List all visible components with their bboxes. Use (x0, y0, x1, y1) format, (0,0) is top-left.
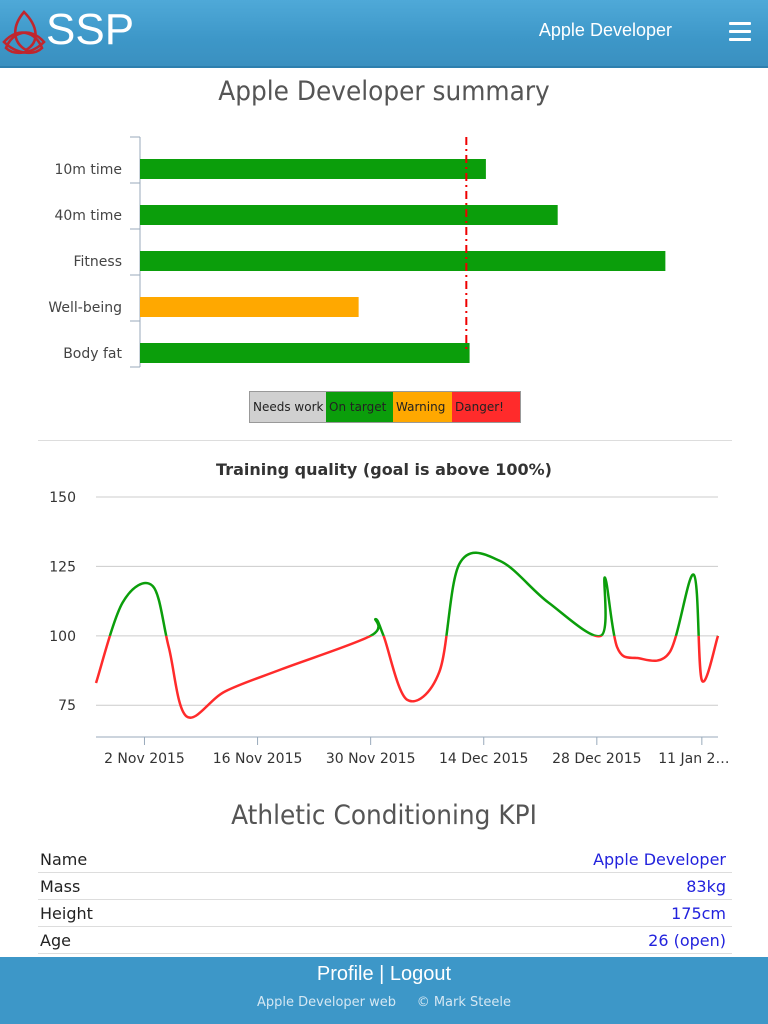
footer-separator: | (379, 963, 385, 985)
x-tick-label: 30 Nov 2015 (326, 751, 416, 767)
app-header: SSP Apple Developer (0, 0, 768, 68)
logout-link[interactable]: Logout (389, 963, 452, 985)
bar-body-fat[interactable] (140, 343, 470, 363)
bar-fitness[interactable] (140, 251, 666, 271)
bar-category-label: Body fat (63, 346, 122, 362)
hamburger-icon[interactable] (729, 22, 751, 42)
x-tick-label: 28 Dec 2015 (552, 751, 641, 767)
quality-line-above-goal (108, 551, 718, 636)
bar-10m-time[interactable] (140, 159, 486, 179)
training-quality-chart: Training quality (goal is above 100%) 75 1… (49, 460, 729, 767)
x-tick-label: 14 Dec 2015 (439, 751, 528, 767)
summary-title: Apple Developer summary (218, 76, 550, 107)
kpi-row-age: Age 26 (open) (38, 927, 732, 954)
x-tick-label: 16 Nov 2015 (213, 751, 303, 767)
profile-link[interactable]: Profile (316, 963, 374, 985)
kpi-row-mass: Mass 83kg (38, 873, 732, 900)
y-tick-label: 75 (58, 698, 76, 714)
footer-links: Profile | Logout (0, 963, 768, 986)
kpi-value[interactable]: 83kg (686, 876, 726, 896)
bar-well-being[interactable] (140, 297, 359, 317)
bar-category-label: 10m time (54, 162, 122, 178)
kpi-value[interactable]: 26 (open) (648, 930, 726, 950)
bar-category-label: Fitness (74, 254, 123, 270)
footer-copyright: © Mark Steele (416, 995, 511, 1010)
bar-category-label: 40m time (54, 208, 122, 224)
kpi-row-height: Height 175cm (38, 900, 732, 927)
legend-danger: Danger! (452, 392, 520, 422)
kpi-row-name: Name Apple Developer (38, 846, 732, 873)
kpi-label: Age (40, 930, 71, 950)
logo-text: SSP (46, 5, 135, 54)
bar-category-label: Well-being (48, 300, 122, 316)
legend-warning: Warning (393, 392, 452, 422)
bar-40m-time[interactable] (140, 205, 558, 225)
legend-on-target: On target (326, 392, 393, 422)
section-divider (38, 440, 732, 441)
kpi-table: Name Apple Developer Mass 83kg Height 17… (38, 846, 732, 954)
app-footer: Profile | Logout Apple Developer web © M… (0, 957, 768, 1024)
footer-meta: Apple Developer web © Mark Steele (0, 995, 768, 1010)
kpi-title: Athletic Conditioning KPI (231, 800, 537, 831)
ssp-logo-icon[interactable] (2, 6, 114, 58)
kpi-label: Name (40, 849, 88, 869)
status-legend: Needs work On target Warning Danger! (249, 391, 521, 423)
x-tick-label: 11 Jan 2… (658, 751, 729, 767)
x-tick-label: 2 Nov 2015 (104, 751, 185, 767)
legend-needs-work: Needs work (250, 392, 326, 422)
y-tick-label: 100 (49, 629, 76, 645)
kpi-value[interactable]: Apple Developer (593, 849, 726, 869)
y-tick-label: 125 (49, 559, 76, 575)
kpi-label: Height (40, 903, 93, 923)
header-user-name[interactable]: Apple Developer (538, 20, 672, 40)
footer-site-name: Apple Developer web (257, 995, 397, 1010)
kpi-value[interactable]: 175cm (671, 903, 726, 923)
line-chart-title: Training quality (goal is above 100%) (216, 460, 552, 479)
quality-line-below-goal (94, 635, 720, 719)
y-tick-label: 150 (49, 490, 76, 506)
summary-bar-chart: 10m time 40m time Fitness Well-being Body fa… (48, 136, 666, 368)
kpi-label: Mass (40, 876, 81, 896)
